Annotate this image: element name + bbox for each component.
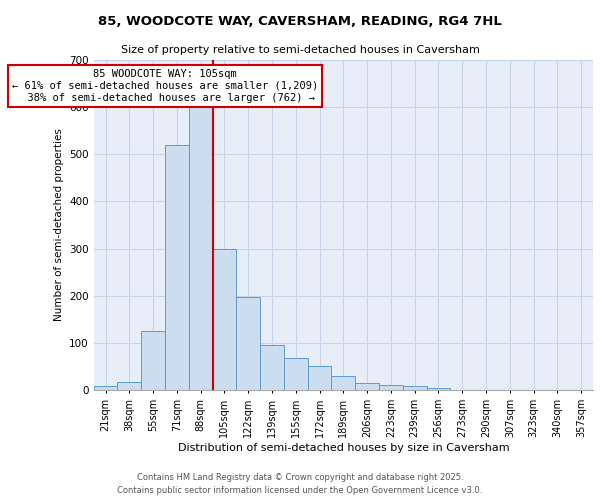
Text: 85 WOODCOTE WAY: 105sqm
← 61% of semi-detached houses are smaller (1,209)
  38% : 85 WOODCOTE WAY: 105sqm ← 61% of semi-de… — [12, 70, 318, 102]
Bar — [236, 296, 260, 390]
Bar — [403, 386, 427, 390]
Bar — [427, 388, 451, 390]
Bar — [355, 384, 379, 390]
Bar — [189, 102, 212, 390]
Text: Contains public sector information licensed under the Open Government Licence v3: Contains public sector information licen… — [118, 486, 482, 495]
Bar — [94, 386, 118, 390]
Bar — [118, 382, 141, 390]
Text: Contains HM Land Registry data © Crown copyright and database right 2025.: Contains HM Land Registry data © Crown c… — [137, 474, 463, 482]
Bar — [165, 145, 189, 390]
Y-axis label: Number of semi-detached properties: Number of semi-detached properties — [53, 128, 64, 322]
Bar — [260, 345, 284, 390]
Bar — [379, 385, 403, 390]
Bar — [284, 358, 308, 390]
Text: 85, WOODCOTE WAY, CAVERSHAM, READING, RG4 7HL: 85, WOODCOTE WAY, CAVERSHAM, READING, RG… — [98, 15, 502, 28]
Bar — [212, 248, 236, 390]
Bar — [141, 331, 165, 390]
Text: Size of property relative to semi-detached houses in Caversham: Size of property relative to semi-detach… — [121, 45, 479, 55]
Bar — [308, 366, 331, 390]
Bar — [331, 376, 355, 390]
X-axis label: Distribution of semi-detached houses by size in Caversham: Distribution of semi-detached houses by … — [178, 442, 509, 452]
